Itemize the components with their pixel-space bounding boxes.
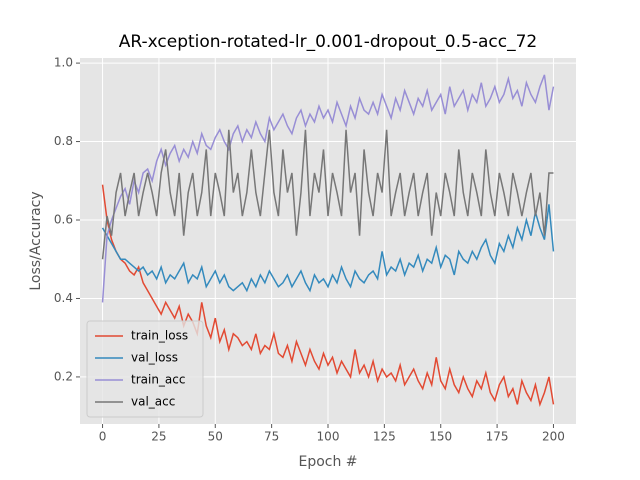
y-tick-label: 0.4	[54, 291, 73, 305]
series-line	[101, 184, 555, 407]
x-tick-label: 75	[264, 430, 279, 444]
x-tick-label: 50	[208, 430, 223, 444]
legend-label: train_acc	[131, 373, 185, 387]
x-tick-label: 125	[373, 430, 396, 444]
x-tick-label: 25	[151, 430, 166, 444]
legend-box	[86, 320, 204, 418]
chart-title: AR-xception-rotated-lr_0.001-dropout_0.5…	[119, 32, 537, 52]
legend-label: val_loss	[131, 351, 178, 365]
legend: train_loss val_loss train_acc val_acc	[86, 320, 204, 418]
y-axis-label: Loss/Accuracy	[28, 191, 44, 290]
series-line	[101, 129, 554, 260]
y-tick-label: 0.6	[54, 213, 73, 227]
y-tick-label: 0.8	[54, 134, 73, 148]
y-tick-label: 1.0	[54, 56, 73, 70]
x-tick-label: 0	[99, 430, 107, 444]
series-line	[101, 204, 555, 293]
legend-label: val_acc	[131, 395, 175, 409]
x-tick-label: 150	[429, 430, 452, 444]
x-tick-label: 100	[317, 430, 340, 444]
x-tick-label: 175	[486, 430, 509, 444]
y-tick-label: 0.2	[54, 369, 73, 383]
series-line	[101, 74, 555, 303]
x-tick-label: 200	[542, 430, 565, 444]
legend-label: train_loss	[131, 329, 188, 343]
x-axis-label: Epoch #	[298, 454, 357, 470]
